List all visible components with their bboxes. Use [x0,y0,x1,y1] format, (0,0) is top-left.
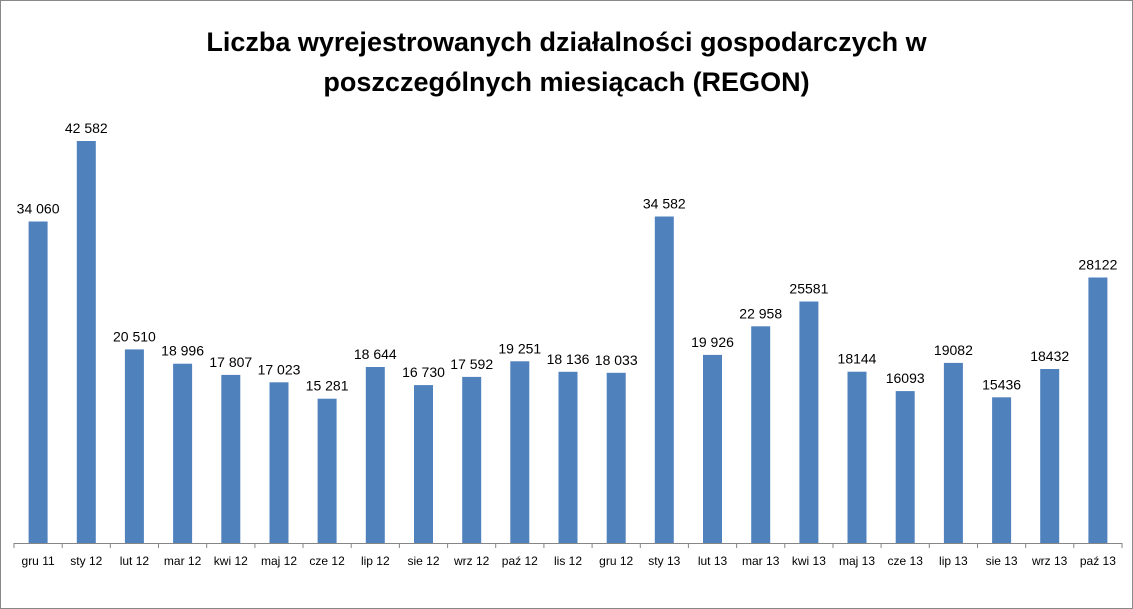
x-tick-label: paź 13 [1080,554,1116,568]
bar [847,371,867,543]
bar [751,326,771,543]
bar [269,382,289,543]
chart-title-line-1: Liczba wyrejestrowanych działalności gos… [206,27,927,57]
data-label: 22 958 [739,305,782,321]
bar [1088,277,1108,543]
bar [317,398,337,543]
x-tick-label: lut 12 [120,554,150,568]
data-label: 18 136 [547,351,590,367]
data-label: 19 251 [498,340,541,356]
data-label: 15436 [982,376,1021,392]
x-tick-label: gru 11 [22,554,55,568]
x-tick-label: lip 13 [939,554,968,568]
bar [76,141,96,543]
data-label: 16 730 [402,364,445,380]
data-label: 17 023 [258,361,301,377]
data-label: 19 926 [691,334,734,350]
x-tick-label: cze 13 [888,554,924,568]
x-tick-label: lip 12 [361,554,390,568]
bar [510,361,530,543]
data-label: 18432 [1030,348,1069,364]
bar [1040,369,1060,543]
x-tick-label: maj 13 [839,554,875,568]
bar [558,371,578,543]
x-tick-label: maj 12 [261,554,297,568]
bar [28,221,48,543]
x-tick-label: mar 12 [164,554,202,568]
bar [124,349,144,543]
chart-title: Liczba wyrejestrowanych działalności gos… [0,22,1133,102]
bar [221,374,241,543]
data-label: 42 582 [65,120,108,136]
x-tick-label: sie 12 [407,554,439,568]
data-label: 19082 [934,342,973,358]
x-tick-label: sty 13 [648,554,680,568]
bar [654,216,674,543]
bar [365,367,385,543]
bar [703,354,722,543]
data-label: 18144 [838,351,877,367]
bar [414,385,433,543]
data-label: 16093 [886,370,925,386]
bar [992,397,1012,543]
x-tick-label: wrz 13 [1031,554,1068,568]
data-label: 20 510 [113,328,156,344]
bar [895,391,915,543]
data-label: 17 807 [209,354,252,370]
chart-title-line-2: poszczególnych miesiącach (REGON) [323,67,810,97]
x-tick-label: lis 12 [554,554,582,568]
x-tick-label: wrz 12 [453,554,490,568]
data-label: 25581 [789,281,828,297]
bar [606,372,626,543]
x-tick-label: gru 12 [599,554,633,568]
data-label: 18 033 [595,352,638,368]
x-tick-label: kwi 12 [214,554,248,568]
x-tick-label: sie 13 [986,554,1018,568]
data-label: 17 592 [450,356,493,372]
bar [462,376,482,543]
x-tick-label: cze 12 [309,554,345,568]
bar [173,363,193,543]
data-label: 18 644 [354,346,397,362]
x-tick-label: sty 12 [70,554,102,568]
x-tick-label: kwi 13 [792,554,826,568]
data-label: 15 281 [306,378,349,394]
bar [799,301,819,543]
data-label: 34 582 [643,196,686,212]
data-label: 28122 [1078,257,1117,273]
x-tick-label: mar 13 [742,554,780,568]
x-tick-label: paź 12 [502,554,538,568]
data-label: 18 996 [161,343,204,359]
data-label: 34 060 [17,201,60,217]
bar [943,362,963,543]
x-tick-label: lut 13 [698,554,728,568]
